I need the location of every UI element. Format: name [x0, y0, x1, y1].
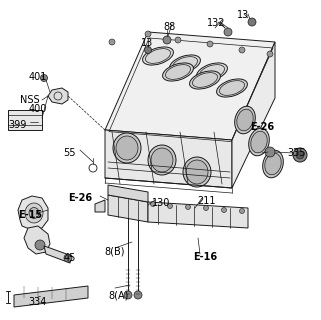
Polygon shape: [44, 246, 72, 263]
Circle shape: [124, 291, 132, 299]
Circle shape: [40, 75, 48, 82]
Ellipse shape: [263, 150, 283, 178]
Circle shape: [224, 28, 232, 36]
Text: 88: 88: [163, 22, 175, 32]
Ellipse shape: [190, 71, 221, 89]
Polygon shape: [105, 130, 232, 188]
Text: 334: 334: [28, 297, 46, 307]
Text: E-15: E-15: [18, 210, 42, 220]
Text: E-26: E-26: [68, 193, 92, 203]
Text: 45: 45: [64, 253, 76, 263]
Circle shape: [293, 148, 307, 162]
Polygon shape: [48, 88, 68, 104]
Ellipse shape: [25, 203, 43, 223]
Circle shape: [207, 41, 213, 47]
Polygon shape: [95, 200, 105, 212]
Polygon shape: [18, 196, 48, 230]
Polygon shape: [148, 202, 248, 228]
Text: 13: 13: [141, 38, 153, 48]
Text: 13: 13: [237, 10, 249, 20]
Ellipse shape: [151, 148, 173, 172]
Ellipse shape: [29, 207, 39, 219]
Text: 399: 399: [8, 120, 26, 130]
Circle shape: [296, 151, 304, 159]
Polygon shape: [24, 226, 50, 254]
Text: 55: 55: [63, 148, 75, 158]
Text: E-16: E-16: [193, 252, 217, 262]
Circle shape: [186, 204, 190, 210]
Ellipse shape: [162, 63, 194, 81]
Polygon shape: [8, 110, 42, 130]
Circle shape: [134, 291, 142, 299]
Ellipse shape: [217, 79, 247, 97]
Text: NSS: NSS: [20, 95, 39, 105]
Ellipse shape: [186, 160, 208, 184]
Ellipse shape: [169, 55, 200, 73]
Circle shape: [239, 209, 245, 213]
Text: 8(A): 8(A): [108, 290, 128, 300]
Text: 335: 335: [287, 148, 306, 158]
Circle shape: [267, 51, 273, 57]
Circle shape: [265, 147, 275, 157]
Circle shape: [151, 202, 155, 206]
Ellipse shape: [148, 145, 176, 175]
Text: 401: 401: [29, 72, 48, 82]
Ellipse shape: [116, 136, 138, 160]
Ellipse shape: [237, 109, 253, 131]
Text: 400: 400: [29, 104, 48, 114]
Polygon shape: [108, 195, 148, 222]
Circle shape: [175, 37, 181, 43]
Polygon shape: [105, 32, 275, 140]
Text: 130: 130: [152, 198, 170, 208]
Circle shape: [163, 36, 171, 44]
Circle shape: [248, 18, 256, 26]
Circle shape: [144, 46, 152, 53]
Ellipse shape: [265, 153, 281, 175]
Ellipse shape: [251, 131, 267, 153]
Circle shape: [239, 47, 245, 53]
Text: 8(B): 8(B): [104, 247, 125, 257]
Circle shape: [64, 254, 72, 262]
Ellipse shape: [183, 157, 211, 187]
Ellipse shape: [249, 128, 269, 156]
Circle shape: [145, 31, 151, 37]
Polygon shape: [14, 286, 88, 307]
Circle shape: [35, 240, 45, 250]
Circle shape: [221, 207, 227, 212]
Ellipse shape: [196, 63, 227, 81]
Ellipse shape: [113, 133, 141, 163]
Text: E-26: E-26: [250, 122, 274, 132]
Polygon shape: [232, 42, 275, 188]
Polygon shape: [108, 185, 148, 202]
Text: 211: 211: [197, 196, 215, 206]
Circle shape: [109, 39, 115, 45]
Circle shape: [168, 204, 172, 209]
Circle shape: [204, 205, 209, 211]
Ellipse shape: [143, 47, 173, 65]
Ellipse shape: [235, 106, 255, 134]
Text: 132: 132: [207, 18, 225, 28]
